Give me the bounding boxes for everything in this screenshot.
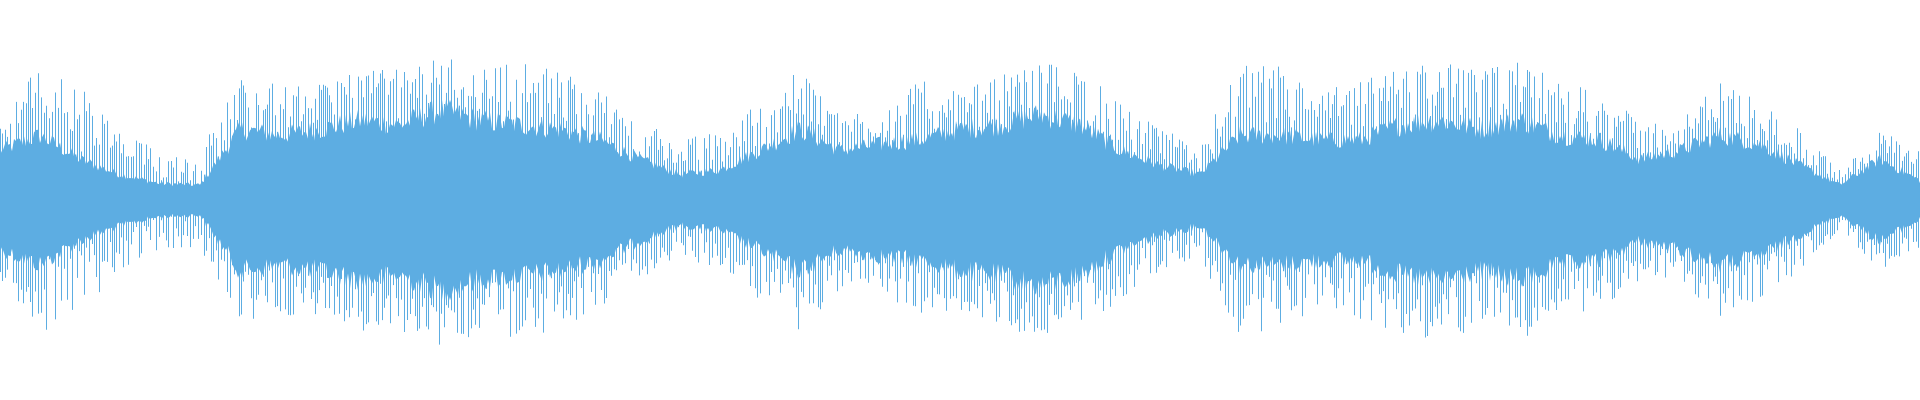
waveform-body [0,99,1920,301]
